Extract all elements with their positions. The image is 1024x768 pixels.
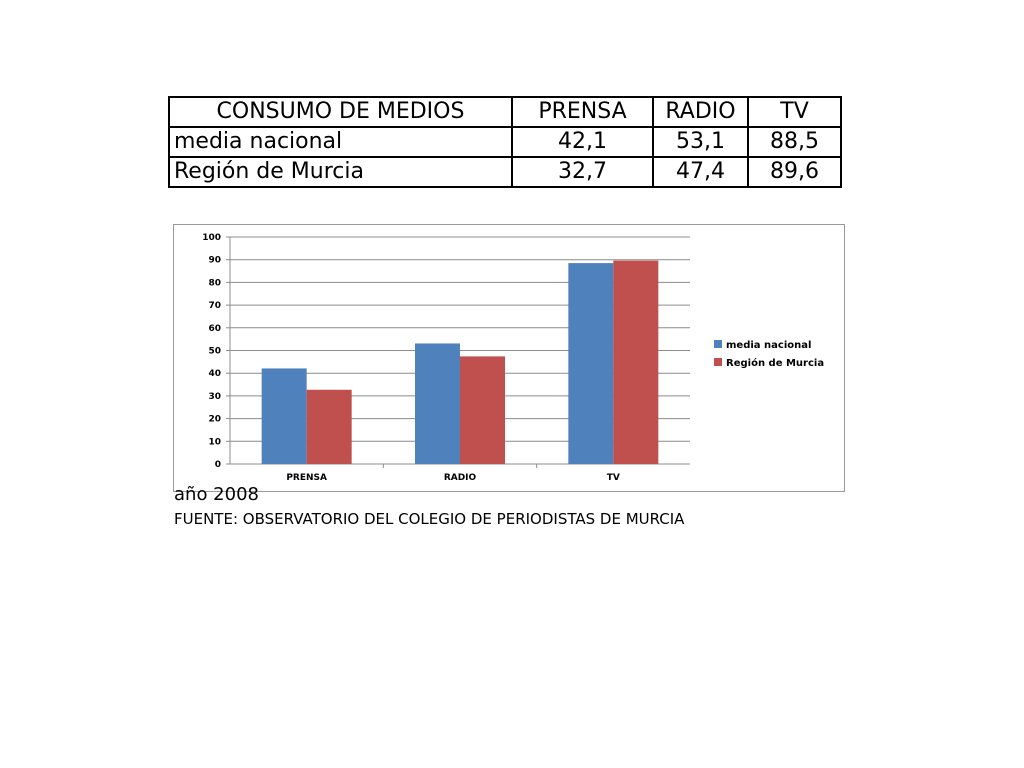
row-label: media nacional [168, 126, 513, 158]
year-note: año 2008 [174, 484, 259, 505]
table-header-cell: TV [747, 96, 842, 128]
y-tick-label: 30 [208, 392, 221, 402]
y-tick-label: 40 [208, 369, 221, 379]
bar [261, 368, 307, 464]
y-tick-label: 10 [208, 437, 221, 447]
bar [415, 343, 460, 464]
legend-swatch [714, 358, 722, 366]
x-tick-label: PRENSA [286, 473, 327, 483]
y-tick-label: 90 [208, 256, 221, 266]
y-tick-label: 70 [208, 301, 221, 311]
legend-label: Región de Murcia [726, 357, 824, 369]
bar-chart: 0 10 20 30 40 50 60 70 80 90 100 PRENSA RADIO TV media… [173, 224, 845, 492]
table-header-cell: CONSUMO DE MEDIOS [168, 96, 513, 128]
table-cell: 42,1 [511, 126, 654, 158]
table-cell: 32,7 [511, 156, 654, 188]
table-header-row: CONSUMO DE MEDIOS PRENSA RADIO TV [168, 96, 842, 128]
table-cell: 89,6 [747, 156, 842, 188]
legend-swatch [714, 340, 722, 348]
table-cell: 47,4 [652, 156, 749, 188]
y-tick-label: 50 [208, 347, 221, 357]
table-header-cell: RADIO [652, 96, 749, 128]
table-row: Región de Murcia 32,7 47,4 89,6 [168, 156, 842, 188]
y-tick-label: 100 [202, 233, 221, 243]
x-tick-label: RADIO [444, 473, 477, 483]
y-tick-label: 0 [215, 460, 221, 470]
y-tick-label: 80 [208, 278, 221, 288]
table-header-cell: PRENSA [511, 96, 654, 128]
table-cell: 53,1 [652, 126, 749, 158]
bar [306, 389, 352, 464]
source-note: FUENTE: OBSERVATORIO DEL COLEGIO DE PERI… [174, 510, 685, 528]
bar [568, 263, 614, 464]
legend-label: media nacional [726, 340, 811, 351]
x-tick-label: TV [607, 473, 620, 483]
media-consumption-table: CONSUMO DE MEDIOS PRENSA RADIO TV media … [168, 96, 842, 188]
chart-canvas: 0 10 20 30 40 50 60 70 80 90 100 PRENSA RADIO TV media… [202, 233, 824, 483]
y-tick-label: 20 [208, 415, 221, 425]
bar [460, 356, 505, 464]
table-cell: 88,5 [747, 126, 842, 158]
row-label: Región de Murcia [168, 156, 513, 188]
bar [613, 260, 659, 464]
table-row: media nacional 42,1 53,1 88,5 [168, 126, 842, 158]
y-tick-label: 60 [208, 324, 221, 334]
